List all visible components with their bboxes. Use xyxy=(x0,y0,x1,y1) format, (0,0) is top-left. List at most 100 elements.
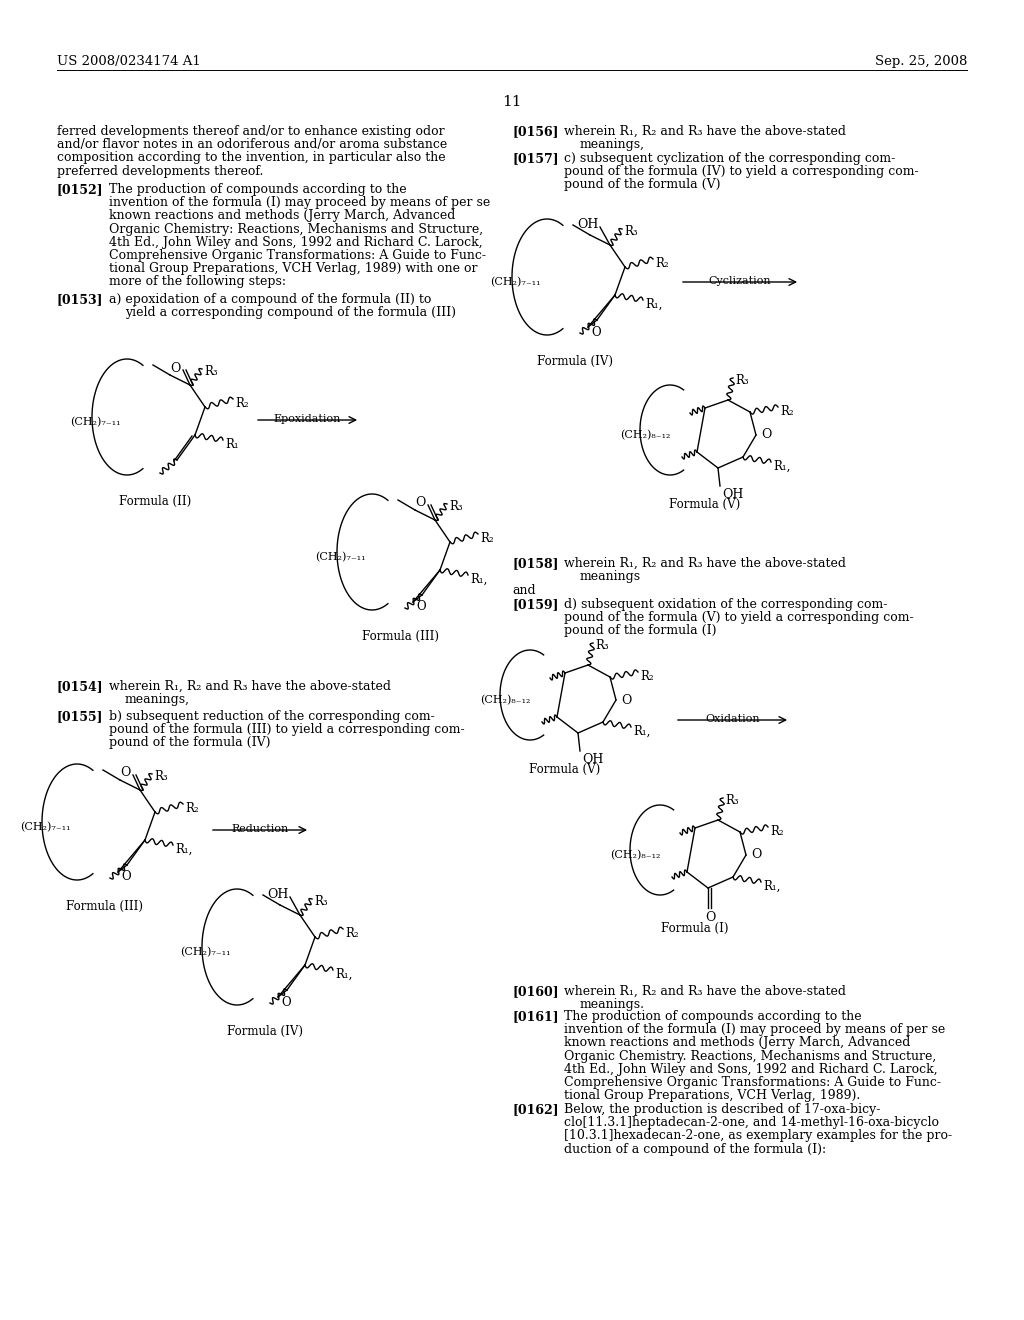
Text: O: O xyxy=(281,995,291,1008)
Text: R₁,: R₁, xyxy=(175,843,193,855)
Text: and: and xyxy=(512,583,536,597)
Text: The production of compounds according to the: The production of compounds according to… xyxy=(109,183,407,195)
Text: pound of the formula (V): pound of the formula (V) xyxy=(564,178,721,191)
Text: R₁,: R₁, xyxy=(773,459,791,473)
Text: wherein R₁, R₂ and R₃ have the above-stated: wherein R₁, R₂ and R₃ have the above-sta… xyxy=(109,680,391,693)
Text: known reactions and methods (Jerry March, Advanced: known reactions and methods (Jerry March… xyxy=(109,210,456,222)
Text: O: O xyxy=(170,362,180,375)
Text: (CH₂)₈₋₁₂: (CH₂)₈₋₁₂ xyxy=(620,430,671,441)
Text: Formula (V): Formula (V) xyxy=(670,498,740,511)
Text: OH: OH xyxy=(722,488,743,502)
Text: (CH₂)₇₋₁₁: (CH₂)₇₋₁₁ xyxy=(180,946,230,957)
Text: R₁: R₁ xyxy=(225,438,239,451)
Text: (CH₂)₇₋₁₁: (CH₂)₇₋₁₁ xyxy=(20,822,71,833)
Text: Cyclization: Cyclization xyxy=(709,276,771,286)
Text: tional Group Preparations, VCH Verlag, 1989) with one or: tional Group Preparations, VCH Verlag, 1… xyxy=(109,263,477,275)
Text: R₂: R₂ xyxy=(480,532,494,545)
Text: tional Group Preparations, VCH Verlag, 1989).: tional Group Preparations, VCH Verlag, 1… xyxy=(564,1089,860,1102)
Text: composition according to the invention, in particular also the: composition according to the invention, … xyxy=(57,152,445,165)
Text: Sep. 25, 2008: Sep. 25, 2008 xyxy=(874,55,967,69)
Text: R₃: R₃ xyxy=(154,770,168,783)
Text: [0159]: [0159] xyxy=(512,598,558,611)
Text: meanings.: meanings. xyxy=(580,998,645,1011)
Text: (CH₂)₈₋₁₂: (CH₂)₈₋₁₂ xyxy=(610,850,660,861)
Text: O: O xyxy=(121,870,131,883)
Text: R₃: R₃ xyxy=(595,639,608,652)
Text: Oxidation: Oxidation xyxy=(706,714,760,723)
Text: clo[11.3.1]heptadecan-2-one, and 14-methyl-16-oxa-bicyclo: clo[11.3.1]heptadecan-2-one, and 14-meth… xyxy=(564,1117,939,1129)
Text: Formula (IV): Formula (IV) xyxy=(227,1026,303,1038)
Text: Formula (I): Formula (I) xyxy=(662,921,729,935)
Text: pound of the formula (I): pound of the formula (I) xyxy=(564,624,717,638)
Text: preferred developments thereof.: preferred developments thereof. xyxy=(57,165,263,178)
Text: known reactions and methods (Jerry March, Advanced: known reactions and methods (Jerry March… xyxy=(564,1036,910,1049)
Text: OH: OH xyxy=(578,219,599,231)
Text: c) subsequent cyclization of the corresponding com-: c) subsequent cyclization of the corresp… xyxy=(564,152,895,165)
Text: R₁,: R₁, xyxy=(763,880,780,894)
Text: R₃: R₃ xyxy=(314,895,328,908)
Text: invention of the formula (I) may proceed by means of per se: invention of the formula (I) may proceed… xyxy=(564,1023,945,1036)
Text: [0154]: [0154] xyxy=(57,680,103,693)
Text: [0161]: [0161] xyxy=(512,1010,559,1023)
Text: 11: 11 xyxy=(502,95,522,110)
Text: O: O xyxy=(751,849,762,862)
Text: (CH₂)₇₋₁₁: (CH₂)₇₋₁₁ xyxy=(70,417,121,428)
Text: OH: OH xyxy=(267,888,289,902)
Text: R₂: R₂ xyxy=(345,927,358,940)
Text: Formula (V): Formula (V) xyxy=(529,763,601,776)
Text: pound of the formula (IV): pound of the formula (IV) xyxy=(109,737,270,750)
Text: (CH₂)₈₋₁₂: (CH₂)₈₋₁₂ xyxy=(480,696,530,705)
Text: (CH₂)₇₋₁₁: (CH₂)₇₋₁₁ xyxy=(490,277,541,288)
Text: meanings,: meanings, xyxy=(125,693,190,706)
Text: OH: OH xyxy=(582,752,603,766)
Text: [0160]: [0160] xyxy=(512,985,559,998)
Text: and/or flavor notes in an odoriferous and/or aroma substance: and/or flavor notes in an odoriferous an… xyxy=(57,139,447,152)
Text: R₂: R₂ xyxy=(770,825,783,838)
Text: O: O xyxy=(416,601,426,614)
Text: R₂: R₂ xyxy=(780,405,794,418)
Text: wherein R₁, R₂ and R₃ have the above-stated: wherein R₁, R₂ and R₃ have the above-sta… xyxy=(564,125,846,139)
Text: pound of the formula (III) to yield a corresponding com-: pound of the formula (III) to yield a co… xyxy=(109,723,465,737)
Text: R₁,: R₁, xyxy=(645,298,663,312)
Text: O: O xyxy=(705,911,715,924)
Text: R₁,: R₁, xyxy=(633,725,650,738)
Text: a) epoxidation of a compound of the formula (II) to: a) epoxidation of a compound of the form… xyxy=(109,293,431,306)
Text: wherein R₁, R₂ and R₃ have the above-stated: wherein R₁, R₂ and R₃ have the above-sta… xyxy=(564,557,846,570)
Text: b) subsequent reduction of the corresponding com-: b) subsequent reduction of the correspon… xyxy=(109,710,435,723)
Text: Epoxidation: Epoxidation xyxy=(273,414,341,424)
Text: d) subsequent oxidation of the corresponding com-: d) subsequent oxidation of the correspon… xyxy=(564,598,888,611)
Text: R₂: R₂ xyxy=(234,397,249,411)
Text: [0153]: [0153] xyxy=(57,293,103,306)
Text: [10.3.1]hexadecan-2-one, as exemplary examples for the pro-: [10.3.1]hexadecan-2-one, as exemplary ex… xyxy=(564,1130,952,1142)
Text: 4th Ed., John Wiley and Sons, 1992 and Richard C. Larock,: 4th Ed., John Wiley and Sons, 1992 and R… xyxy=(564,1063,938,1076)
Text: Comprehensive Organic Transformations: A Guide to Func-: Comprehensive Organic Transformations: A… xyxy=(109,249,486,261)
Text: [0155]: [0155] xyxy=(57,710,103,723)
Text: R₃: R₃ xyxy=(204,366,218,378)
Text: Organic Chemistry: Reactions, Mechanisms and Structure,: Organic Chemistry: Reactions, Mechanisms… xyxy=(109,223,483,235)
Text: R₁,: R₁, xyxy=(335,968,352,981)
Text: Comprehensive Organic Transformations: A Guide to Func-: Comprehensive Organic Transformations: A… xyxy=(564,1076,941,1089)
Text: US 2008/0234174 A1: US 2008/0234174 A1 xyxy=(57,55,201,69)
Text: Reduction: Reduction xyxy=(231,824,289,834)
Text: Formula (II): Formula (II) xyxy=(119,495,191,508)
Text: invention of the formula (I) may proceed by means of per se: invention of the formula (I) may proceed… xyxy=(109,197,490,209)
Text: duction of a compound of the formula (I):: duction of a compound of the formula (I)… xyxy=(564,1143,826,1155)
Text: R₃: R₃ xyxy=(735,374,749,387)
Text: R₁,: R₁, xyxy=(470,573,487,586)
Text: R₂: R₂ xyxy=(185,803,199,814)
Text: [0162]: [0162] xyxy=(512,1104,559,1115)
Text: wherein R₁, R₂ and R₃ have the above-stated: wherein R₁, R₂ and R₃ have the above-sta… xyxy=(564,985,846,998)
Text: meanings: meanings xyxy=(580,570,641,583)
Text: meanings,: meanings, xyxy=(580,139,645,152)
Text: (CH₂)₇₋₁₁: (CH₂)₇₋₁₁ xyxy=(315,552,366,562)
Text: R₂: R₂ xyxy=(640,671,653,682)
Text: R₂: R₂ xyxy=(655,257,669,271)
Text: 4th Ed., John Wiley and Sons, 1992 and Richard C. Larock,: 4th Ed., John Wiley and Sons, 1992 and R… xyxy=(109,236,482,248)
Text: more of the following steps:: more of the following steps: xyxy=(109,276,286,288)
Text: yield a corresponding compound of the formula (III): yield a corresponding compound of the fo… xyxy=(125,306,456,319)
Text: O: O xyxy=(761,429,771,441)
Text: Formula (IV): Formula (IV) xyxy=(537,355,613,368)
Text: Formula (III): Formula (III) xyxy=(361,630,438,643)
Text: R₃: R₃ xyxy=(725,795,738,807)
Text: ferred developments thereof and/or to enhance existing odor: ferred developments thereof and/or to en… xyxy=(57,125,444,139)
